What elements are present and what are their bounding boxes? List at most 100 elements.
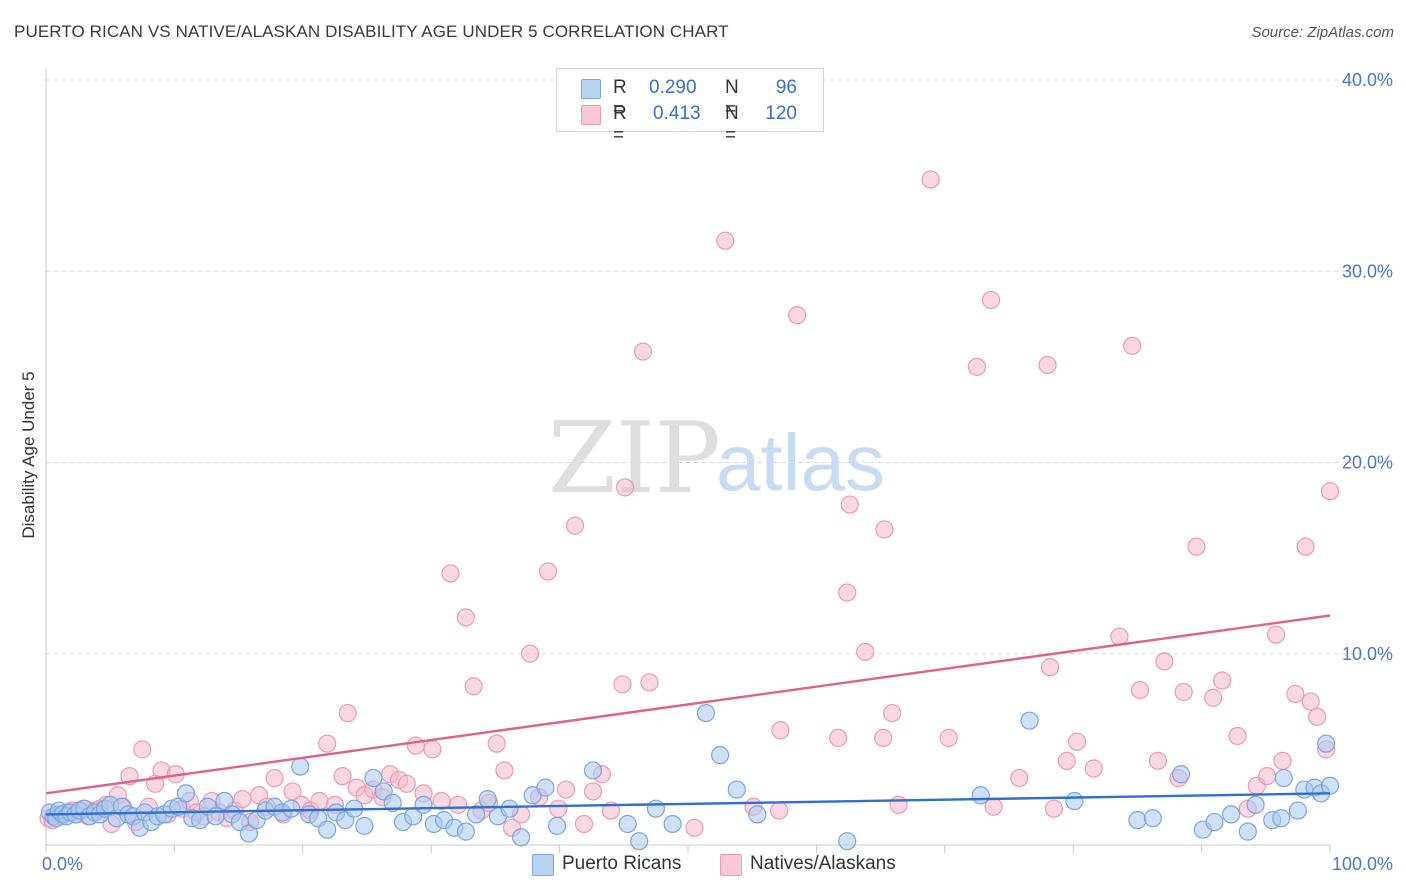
native-alaskan-point xyxy=(406,736,425,755)
native-alaskan-point xyxy=(1123,336,1142,355)
native-alaskan-point xyxy=(574,814,594,834)
puerto-rican-point xyxy=(1143,809,1162,828)
puerto-rican-point xyxy=(583,761,603,780)
native-alaskan-trend-line xyxy=(45,614,1331,795)
native-alaskan-point xyxy=(840,495,859,514)
native-alaskan-point xyxy=(771,721,790,740)
y-tick-label: 10.0% xyxy=(1342,644,1393,664)
native-alaskan-point xyxy=(981,290,1001,310)
native-alaskan-point xyxy=(1010,768,1029,788)
native-alaskan-point xyxy=(716,231,735,250)
native-alaskan-point xyxy=(1187,537,1206,556)
puerto-rican-point xyxy=(239,824,258,843)
native-alaskan-point xyxy=(565,516,585,535)
native-alaskan-point xyxy=(633,342,653,361)
native-alaskan-point xyxy=(770,801,789,820)
puerto-rican-point xyxy=(1238,822,1257,841)
puerto-rican-point xyxy=(511,828,531,847)
axes: 0.0% 100.0% xyxy=(42,68,1393,874)
native-alaskan-point xyxy=(538,562,558,581)
puerto-rican-point xyxy=(971,786,990,805)
native-alaskan-point xyxy=(338,703,357,723)
bottom-legend-label: Natives/Alaskans xyxy=(750,853,896,874)
native-alaskan-point xyxy=(549,799,568,818)
legend-n-label: N = xyxy=(725,103,739,146)
native-alaskan-point xyxy=(1266,625,1286,644)
native-alaskan-point xyxy=(1040,658,1060,677)
puerto-rican-point xyxy=(1128,811,1147,830)
native-alaskan-point xyxy=(487,734,506,753)
puerto-rican-point xyxy=(1274,768,1293,788)
native-alaskan-point xyxy=(495,761,514,780)
puerto-rican-point xyxy=(291,757,310,776)
native-alaskan-point xyxy=(265,768,284,788)
puerto-rican-point xyxy=(1222,805,1241,824)
puerto-rican-point xyxy=(176,784,196,803)
puerto-rican-point xyxy=(1288,801,1308,820)
native-alaskan-point xyxy=(1296,537,1315,556)
puerto-rican-trend-line xyxy=(45,792,1331,816)
watermark: ZIP atlas xyxy=(548,402,885,516)
native-alaskan-point xyxy=(464,677,483,696)
native-alaskan-point xyxy=(1301,692,1320,711)
y-axis-title: Disability Age Under 5 xyxy=(19,371,38,538)
puerto-rican-point xyxy=(383,793,402,813)
puerto-rican-point xyxy=(282,799,301,818)
native-alaskan-point xyxy=(883,703,902,723)
chart-title: PUERTO RICAN VS NATIVE/ALASKAN DISABILIT… xyxy=(14,22,729,41)
native-alaskan-point xyxy=(333,767,352,786)
native-alaskan-point xyxy=(1213,671,1232,690)
x-tick-label-max: 100.0% xyxy=(1332,854,1393,874)
puerto-rican-point xyxy=(1020,711,1039,730)
puerto-rican-point xyxy=(1246,795,1265,814)
bottom-legend-swatch-blue xyxy=(532,854,554,876)
native-alaskan-point xyxy=(583,782,603,801)
puerto-rican-point xyxy=(1272,809,1291,828)
native-alaskan-point xyxy=(1257,767,1277,786)
watermark-zip: ZIP xyxy=(548,402,721,516)
legend-swatch-pink xyxy=(581,105,601,125)
native-alaskan-point xyxy=(520,644,540,663)
native-alaskan-point xyxy=(829,728,848,748)
puerto-rican-point xyxy=(536,778,555,797)
puerto-rican-point xyxy=(1317,734,1336,753)
legend-swatch-blue xyxy=(581,79,601,99)
trend-lines xyxy=(45,614,1331,816)
native-alaskan-point xyxy=(788,306,807,325)
x-tick-label-min: 0.0% xyxy=(42,854,83,874)
native-alaskan-point xyxy=(613,675,632,694)
puerto-rican-point xyxy=(663,814,682,834)
native-alaskan-point xyxy=(1130,680,1150,700)
puerto-rican-point xyxy=(467,805,486,824)
native-alaskan-point xyxy=(838,583,857,602)
puerto-rican-point xyxy=(215,791,234,811)
native-alaskan-point xyxy=(1057,751,1076,770)
y-tick-label: 40.0% xyxy=(1342,70,1393,90)
native-alaskan-point xyxy=(423,740,442,759)
native-alaskan-point xyxy=(921,170,940,189)
puerto-rican-point xyxy=(500,799,519,818)
puerto-rican-point xyxy=(646,799,666,818)
watermark-atlas: atlas xyxy=(716,418,885,507)
native-alaskan-point xyxy=(1148,751,1168,770)
legend-n-value: 120 xyxy=(765,103,797,124)
native-alaskan-point xyxy=(1110,627,1129,646)
puerto-rican-point xyxy=(630,832,649,851)
legend-r-value: 0.290 xyxy=(649,77,697,98)
puerto-rican-point xyxy=(696,703,716,723)
puerto-rican-point xyxy=(710,746,730,765)
legend-r-value: 0.413 xyxy=(653,103,701,124)
native-alaskan-point xyxy=(875,520,894,539)
native-alaskan-point xyxy=(685,818,704,837)
legend: R = 0.290 N = 96 R = 0.413 N = 120 xyxy=(556,68,824,146)
native-alaskan-point xyxy=(1286,684,1305,704)
puerto-rican-point xyxy=(478,789,497,809)
puerto-rican-point xyxy=(547,816,567,835)
puerto-rican-point xyxy=(414,795,433,814)
puerto-rican-point xyxy=(456,822,475,841)
source-label: Source: ZipAtlas.com xyxy=(1251,24,1394,41)
bottom-legend-label: Puerto Ricans xyxy=(562,853,682,874)
native-alaskan-point xyxy=(449,795,468,814)
puerto-rican-point xyxy=(618,814,637,834)
